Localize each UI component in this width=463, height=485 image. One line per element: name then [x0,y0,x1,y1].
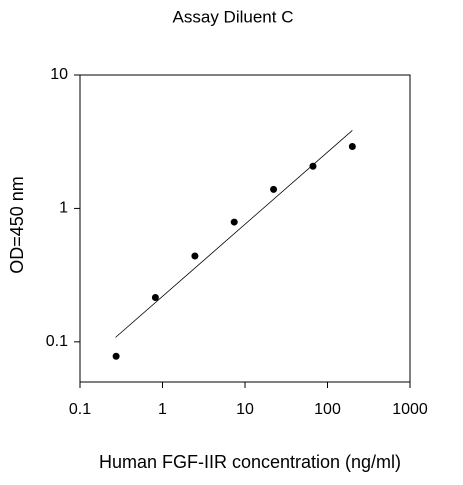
fit-line [115,130,353,338]
y-tick-label: 0.1 [46,333,68,350]
data-point [230,218,238,226]
x-tick-label: 1 [158,401,167,418]
data-point [309,162,317,170]
x-tick-label: 1000 [392,401,428,418]
y-tick-label: 10 [50,66,68,83]
x-tick-label: 10 [236,401,254,418]
chart-title: Assay Diluent C [173,7,294,26]
x-axis-label: Human FGF-IIR concentration (ng/ml) [99,452,401,472]
x-tick-label: 0.1 [69,401,91,418]
data-point [151,293,159,301]
data-point [270,185,278,193]
y-axis-label: OD=450 nm [7,176,27,274]
data-point [112,352,120,360]
data-point [348,143,356,151]
plot-frame [79,74,411,383]
y-tick-label: 1 [59,200,68,217]
data-point [191,252,199,260]
x-tick-label: 100 [314,401,341,418]
